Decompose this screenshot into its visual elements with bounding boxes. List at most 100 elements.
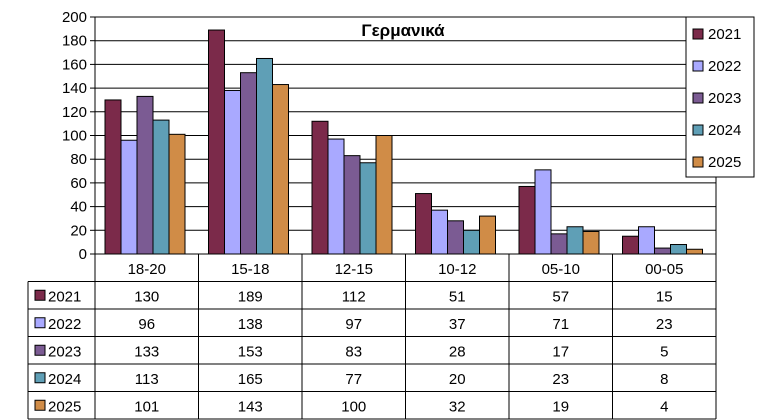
bar (311, 120, 329, 255)
bar (463, 229, 480, 255)
y-tick-label: 100 (62, 128, 87, 145)
y-tick-label: 60 (70, 175, 87, 192)
table-row-swatch (34, 372, 46, 384)
table-row-swatch (34, 399, 46, 411)
data-label: 28 (449, 343, 466, 360)
data-label: 130 (134, 288, 159, 305)
data-label: 57 (552, 288, 569, 305)
data-table: 18-20 15-18 12-15 10-12 05-10 00-05 2021 130 189… (27, 253, 717, 420)
table-row-swatch (34, 289, 46, 301)
data-label: 189 (238, 288, 263, 305)
bar (272, 84, 289, 255)
legend-label: 2023 (708, 90, 741, 107)
data-label: 71 (552, 316, 569, 333)
data-label: 17 (552, 343, 569, 360)
legend-swatch (692, 60, 704, 72)
data-label: 37 (449, 316, 466, 333)
category-label: 15-18 (231, 261, 269, 278)
category-label: 10-12 (438, 261, 476, 278)
data-label: 83 (345, 343, 362, 360)
bar (638, 226, 655, 255)
table-row-label: 2025 (48, 398, 81, 415)
bar (622, 235, 639, 255)
data-label: 4 (660, 398, 668, 415)
legend-swatch (692, 28, 704, 40)
bar (359, 162, 377, 255)
data-label: 133 (134, 343, 159, 360)
table-row-label: 2022 (48, 316, 81, 333)
data-label: 101 (134, 398, 159, 415)
legend-label: 2025 (708, 154, 741, 171)
y-tick-label: 20 (70, 222, 87, 239)
y-tick-label: 160 (62, 56, 87, 73)
category-label: 18-20 (128, 261, 166, 278)
table-row-label: 2021 (48, 288, 81, 305)
data-label: 97 (345, 316, 362, 333)
chart-title: Γερμανικά (361, 21, 445, 40)
bar (375, 135, 393, 255)
bar (168, 133, 186, 255)
category-label: 05-10 (542, 261, 580, 278)
data-label: 165 (238, 371, 263, 388)
bar (431, 209, 448, 255)
bar (104, 99, 122, 255)
bar (120, 139, 138, 255)
bar (447, 220, 464, 255)
legend-label: 2021 (708, 26, 741, 43)
data-label: 8 (660, 371, 668, 388)
bar (152, 119, 170, 255)
bar (208, 29, 225, 255)
y-tick-label: 140 (62, 80, 87, 97)
table-row-swatch (34, 317, 46, 329)
data-label: 5 (660, 343, 668, 360)
category-label: 00-05 (645, 261, 683, 278)
bar (550, 233, 568, 255)
bar (136, 95, 154, 255)
data-label: 51 (449, 288, 466, 305)
legend-label: 2022 (708, 58, 741, 75)
table-row-label: 2024 (48, 371, 81, 388)
bar (534, 169, 552, 255)
data-label: 15 (656, 288, 673, 305)
bar (240, 72, 257, 255)
data-label: 77 (345, 371, 362, 388)
data-label: 23 (656, 316, 673, 333)
bar (479, 215, 496, 255)
bar (566, 226, 584, 255)
legend: 2021 2022 2023 2024 2025 (685, 16, 755, 178)
data-label: 32 (449, 398, 466, 415)
legend-swatch (692, 92, 704, 104)
bar (256, 57, 273, 255)
data-label: 100 (341, 398, 366, 415)
y-tick-label: 200 (62, 9, 87, 26)
y-tick-label: 0 (79, 246, 87, 263)
data-label: 153 (238, 343, 263, 360)
table-row-label: 2023 (48, 343, 81, 360)
bar (654, 247, 671, 255)
bar (582, 230, 600, 255)
legend-swatch (692, 124, 704, 136)
bars (104, 29, 703, 255)
bar (224, 89, 241, 255)
y-tick-label: 180 (62, 33, 87, 50)
data-label: 113 (135, 371, 159, 388)
y-tick-label: 40 (70, 199, 87, 216)
data-label: 20 (449, 371, 466, 388)
y-tick-label: 120 (62, 104, 87, 121)
y-tick-label: 80 (70, 151, 87, 168)
data-label: 143 (238, 398, 263, 415)
data-label: 23 (552, 371, 569, 388)
bar (343, 155, 361, 255)
bar (670, 244, 687, 255)
data-label: 138 (238, 316, 263, 333)
bar (415, 193, 432, 255)
legend-swatch (692, 156, 704, 168)
bar (686, 248, 703, 255)
category-label: 12-15 (335, 261, 373, 278)
legend-label: 2024 (708, 122, 741, 139)
bar (518, 185, 536, 255)
data-label: 112 (342, 288, 366, 305)
bar (327, 138, 345, 255)
gridlines (95, 16, 716, 231)
